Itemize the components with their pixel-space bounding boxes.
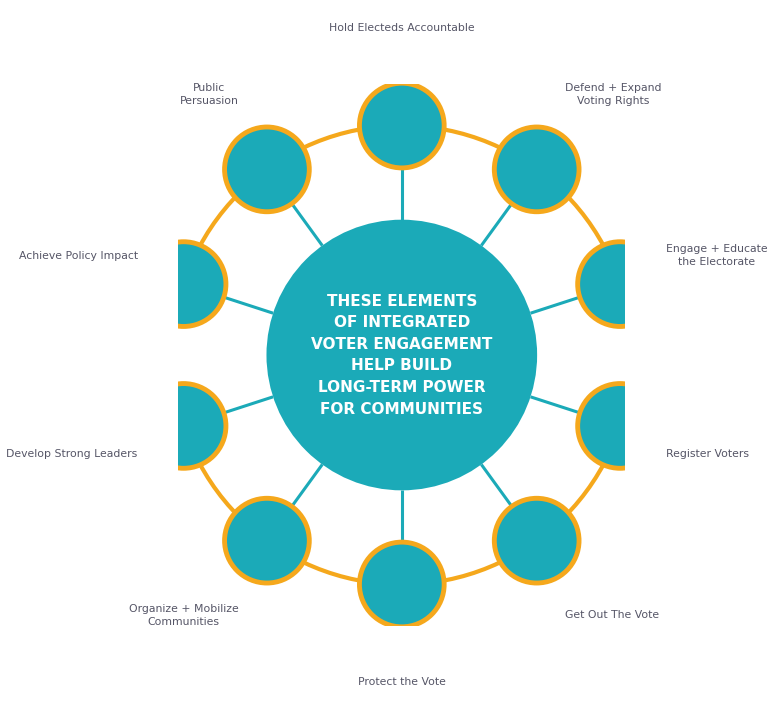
Circle shape — [495, 498, 579, 583]
Text: Public
Persuasion: Public Persuasion — [180, 84, 238, 106]
Text: Develop Strong Leaders: Develop Strong Leaders — [6, 449, 138, 460]
Text: Engage + Educate
the Electorate: Engage + Educate the Electorate — [666, 245, 768, 266]
Text: Protect the Vote: Protect the Vote — [358, 677, 446, 687]
Circle shape — [359, 83, 445, 168]
Text: Get Out The Vote: Get Out The Vote — [565, 610, 659, 620]
Circle shape — [141, 384, 226, 468]
Circle shape — [578, 242, 662, 326]
Circle shape — [141, 242, 226, 326]
Circle shape — [359, 542, 445, 627]
Text: Defend + Expand
Voting Rights: Defend + Expand Voting Rights — [565, 84, 662, 106]
Circle shape — [578, 384, 662, 468]
Text: Organize + Mobilize
Communities: Organize + Mobilize Communities — [129, 604, 238, 626]
Text: Hold Electeds Accountable: Hold Electeds Accountable — [329, 23, 474, 33]
Text: Achieve Policy Impact: Achieve Policy Impact — [19, 250, 138, 261]
Text: THESE ELEMENTS
OF INTEGRATED
VOTER ENGAGEMENT
HELP BUILD
LONG-TERM POWER
FOR COM: THESE ELEMENTS OF INTEGRATED VOTER ENGAG… — [311, 294, 492, 416]
Circle shape — [224, 498, 309, 583]
Circle shape — [267, 219, 537, 491]
Circle shape — [495, 127, 579, 212]
Circle shape — [224, 127, 309, 212]
Text: Register Voters: Register Voters — [666, 449, 749, 460]
